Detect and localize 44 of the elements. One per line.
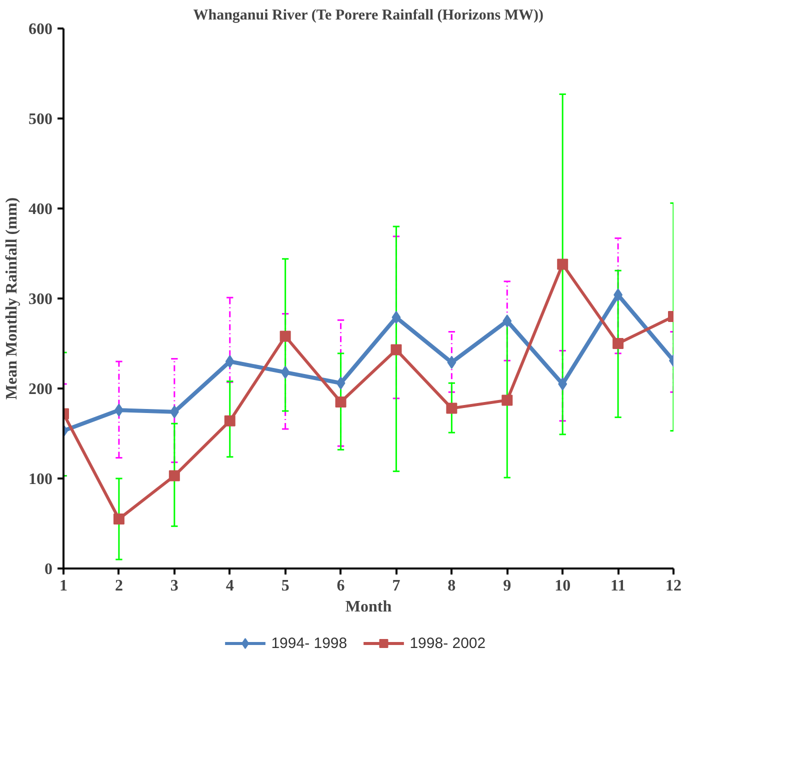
legend-label: 1998- 2002 (410, 635, 486, 652)
point (390, 344, 402, 356)
legend-label: 1994- 1998 (271, 635, 348, 652)
y-tick-label: 0 (44, 561, 52, 578)
x-tick-label: 12 (666, 578, 682, 594)
point (392, 310, 401, 324)
y-tick-label: 200 (28, 381, 52, 398)
x-tick-label: 11 (610, 578, 626, 594)
x-tick-label: 1 (60, 578, 68, 594)
point (614, 288, 623, 302)
y-tick-label: 300 (28, 291, 52, 308)
x-tick-label: 7 (392, 578, 400, 594)
point (335, 396, 346, 408)
x-tick-label: 10 (554, 578, 571, 594)
y-tick-label: 400 (28, 201, 52, 218)
x-tick-label: 3 (170, 578, 178, 594)
point (114, 404, 124, 417)
point (502, 314, 512, 328)
point (502, 394, 513, 406)
y-axis-title: Mean Monthly Rainfall (mm) (4, 197, 20, 400)
y-tick-label: 600 (28, 21, 52, 38)
point (446, 402, 458, 414)
y-tick-label: 500 (28, 111, 52, 128)
x-tick-label: 5 (281, 578, 290, 594)
point (113, 514, 124, 524)
x-tick-label: 2 (114, 578, 123, 594)
point (224, 415, 236, 426)
point (612, 338, 624, 349)
x-tick-label: 9 (503, 578, 512, 594)
point (170, 405, 179, 418)
chart-title: Whanganui River (Te Porere Rainfall (Horizons MW)) (193, 8, 544, 24)
point (557, 258, 568, 270)
point (447, 356, 456, 369)
y-tick-label: 100 (28, 471, 52, 488)
point (336, 376, 346, 390)
point (280, 330, 291, 342)
x-axis-title: Month (345, 598, 392, 616)
point (168, 470, 180, 482)
point (558, 378, 568, 390)
point (280, 366, 290, 379)
x-tick-label: 6 (336, 578, 345, 594)
point (225, 355, 234, 368)
x-tick-label: 8 (448, 578, 456, 594)
x-tick-label: 4 (226, 578, 234, 594)
